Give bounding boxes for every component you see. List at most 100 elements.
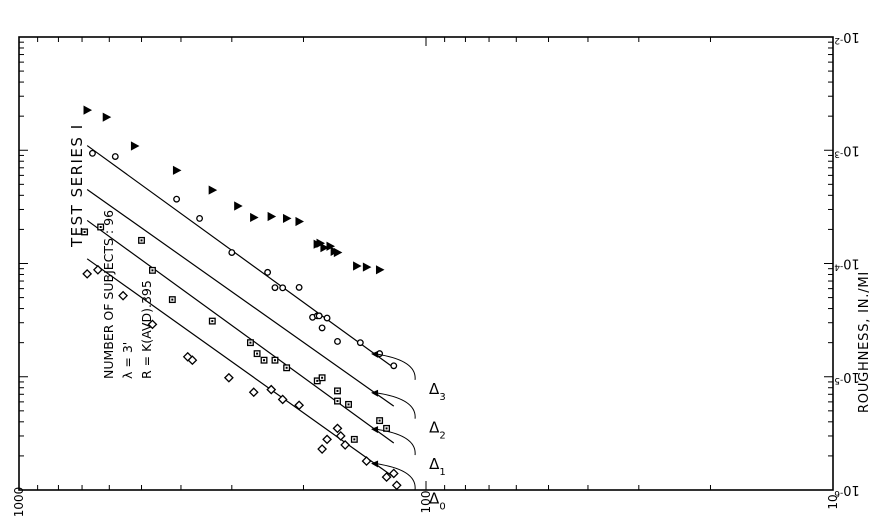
data-point <box>196 214 204 222</box>
series-label: Δ3 <box>429 380 446 403</box>
data-point <box>102 112 112 122</box>
fit-lines <box>86 145 395 478</box>
data-point-center <box>336 389 339 392</box>
annotation-formula: R = K(AVD).395 <box>139 280 154 379</box>
y-tick-label: 10-2 <box>834 29 860 45</box>
data-point <box>83 105 93 115</box>
data-point <box>340 440 351 450</box>
y-tick-label: 10-3 <box>834 142 860 158</box>
data-point-center <box>263 359 266 362</box>
data-point-center <box>140 239 143 242</box>
data-point-center <box>211 320 214 323</box>
data-point <box>92 264 103 275</box>
series-label: Δ0 <box>429 490 446 513</box>
data-point <box>361 456 372 467</box>
data-point <box>111 153 119 160</box>
x-tick-label: 10 <box>826 494 840 509</box>
data-point <box>147 319 158 330</box>
data-point <box>248 387 259 398</box>
series-label: Δ2 <box>429 419 446 442</box>
data-point <box>333 247 343 258</box>
series-leader <box>374 353 416 380</box>
y-axis-ticks: 10-6 10-5 10-4 10-3 10-2 <box>19 29 860 498</box>
data-point <box>295 283 303 291</box>
fit-line <box>86 145 395 369</box>
data-point <box>353 261 362 271</box>
data-point <box>320 243 329 253</box>
annotation-lambda: λ = 3' <box>120 342 135 379</box>
data-point <box>332 423 343 434</box>
data-point <box>294 400 305 411</box>
series-label: Δ1 <box>429 455 446 478</box>
y-tick-label: 10-6 <box>834 482 860 498</box>
x-axis-label: ROUGHNESS, IN./MI <box>857 271 872 413</box>
data-point-center <box>385 427 388 430</box>
data-point <box>375 265 385 275</box>
data-point <box>130 141 140 151</box>
data-point <box>356 339 364 347</box>
series-arrowhead <box>371 389 379 397</box>
data-point <box>315 312 323 320</box>
plot-border <box>18 36 834 491</box>
data-point <box>318 324 326 332</box>
plot-frame: 10 100 1000 10-6 10-5 10-4 10-3 10-2 ROUGHNESS… <box>12 29 872 517</box>
x-axis-ticks: 10 100 1000 <box>12 37 840 517</box>
data-point <box>118 290 128 301</box>
fit-line <box>86 189 395 407</box>
data-point-center <box>99 226 102 229</box>
data-point-center <box>336 400 339 403</box>
data-point-center <box>285 366 288 369</box>
data-point <box>381 472 392 483</box>
series-arrowhead <box>371 460 379 468</box>
data-point <box>391 480 402 491</box>
data-point-center <box>347 403 350 406</box>
data-point <box>172 165 182 175</box>
data-point <box>388 468 399 479</box>
data-point <box>279 284 287 292</box>
fit-line <box>86 258 395 478</box>
series-leader <box>374 463 416 490</box>
data-point-center <box>316 379 319 382</box>
data-point <box>362 262 372 272</box>
data-point <box>208 185 218 195</box>
data-markers <box>81 105 402 491</box>
series-leader <box>374 392 416 419</box>
data-point <box>88 149 96 157</box>
data-point <box>390 362 398 370</box>
series-labels: Δ0 Δ1 Δ2 Δ3 <box>371 350 446 513</box>
data-point <box>316 238 326 248</box>
data-point <box>282 213 292 224</box>
data-point-center <box>378 419 381 422</box>
data-point-center <box>273 359 276 362</box>
data-point-center <box>321 376 324 379</box>
x-tick-label: 1000 <box>12 487 26 518</box>
data-point <box>295 216 304 227</box>
data-point <box>234 201 243 211</box>
series-leader <box>374 428 416 456</box>
x-tick-label: 100 <box>419 491 433 514</box>
data-point <box>223 372 234 383</box>
data-point <box>322 434 333 445</box>
data-point-center <box>83 230 86 233</box>
data-point <box>267 211 277 222</box>
data-point <box>323 314 331 322</box>
data-point <box>335 431 346 441</box>
data-point <box>271 284 279 292</box>
series-arrowhead <box>371 426 379 434</box>
data-point <box>82 268 93 279</box>
data-point <box>187 355 198 366</box>
data-point-center <box>151 269 154 272</box>
data-point <box>334 337 341 345</box>
data-point-center <box>249 341 252 344</box>
data-point-center <box>171 298 174 301</box>
fit-line <box>86 219 395 444</box>
data-point <box>173 195 181 203</box>
y-tick-label: 10-5 <box>834 369 860 385</box>
series-arrowhead <box>371 350 379 358</box>
data-point <box>317 444 328 454</box>
data-point <box>250 212 259 223</box>
data-point <box>277 394 288 405</box>
data-point <box>326 241 336 251</box>
data-point <box>228 249 236 256</box>
